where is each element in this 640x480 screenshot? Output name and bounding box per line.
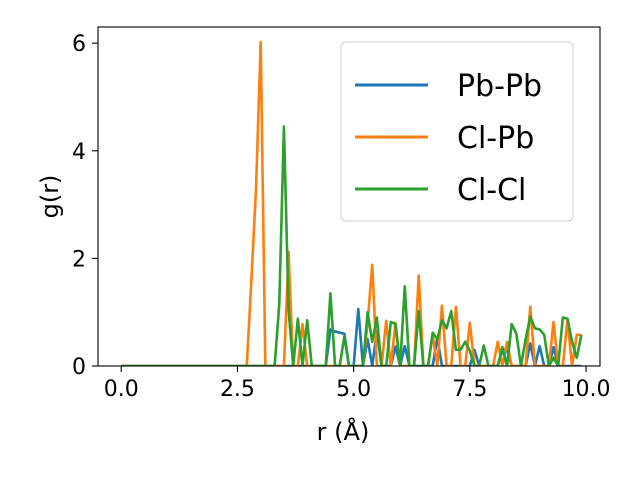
legend-label-pb-pb: Pb-Pb [457,69,542,104]
axes-layer: 0.0 2.5 5.0 7.5 10.0 0 2 4 6 r (Å) g(r) [36,26,611,446]
y-tick-label: 2 [72,247,86,272]
y-axis-label: g(r) [36,175,64,219]
series-line-cl-cl [121,125,583,366]
x-tick-label: 2.5 [220,377,255,402]
x-tick-label: 5.0 [336,377,371,402]
x-axis-label: r (Å) [317,417,370,446]
series-line-cl-pb [121,40,582,366]
y-tick-label: 4 [72,140,86,165]
legend-box [340,41,574,222]
x-tick-label: 10.0 [562,377,611,402]
legend: Pb-Pb Cl-Pb Cl-Cl [340,41,574,222]
series-layer [121,40,583,366]
series-line-pb-pb [121,307,582,366]
x-tick-label: 0.0 [104,377,139,402]
y-tick-label: 0 [72,355,86,380]
legend-label-cl-cl: Cl-Cl [457,173,526,208]
plot-frame [97,26,601,367]
legend-label-cl-pb: Cl-Pb [457,121,534,156]
x-tick-label: 7.5 [452,377,487,402]
y-tick-label: 6 [72,32,86,57]
